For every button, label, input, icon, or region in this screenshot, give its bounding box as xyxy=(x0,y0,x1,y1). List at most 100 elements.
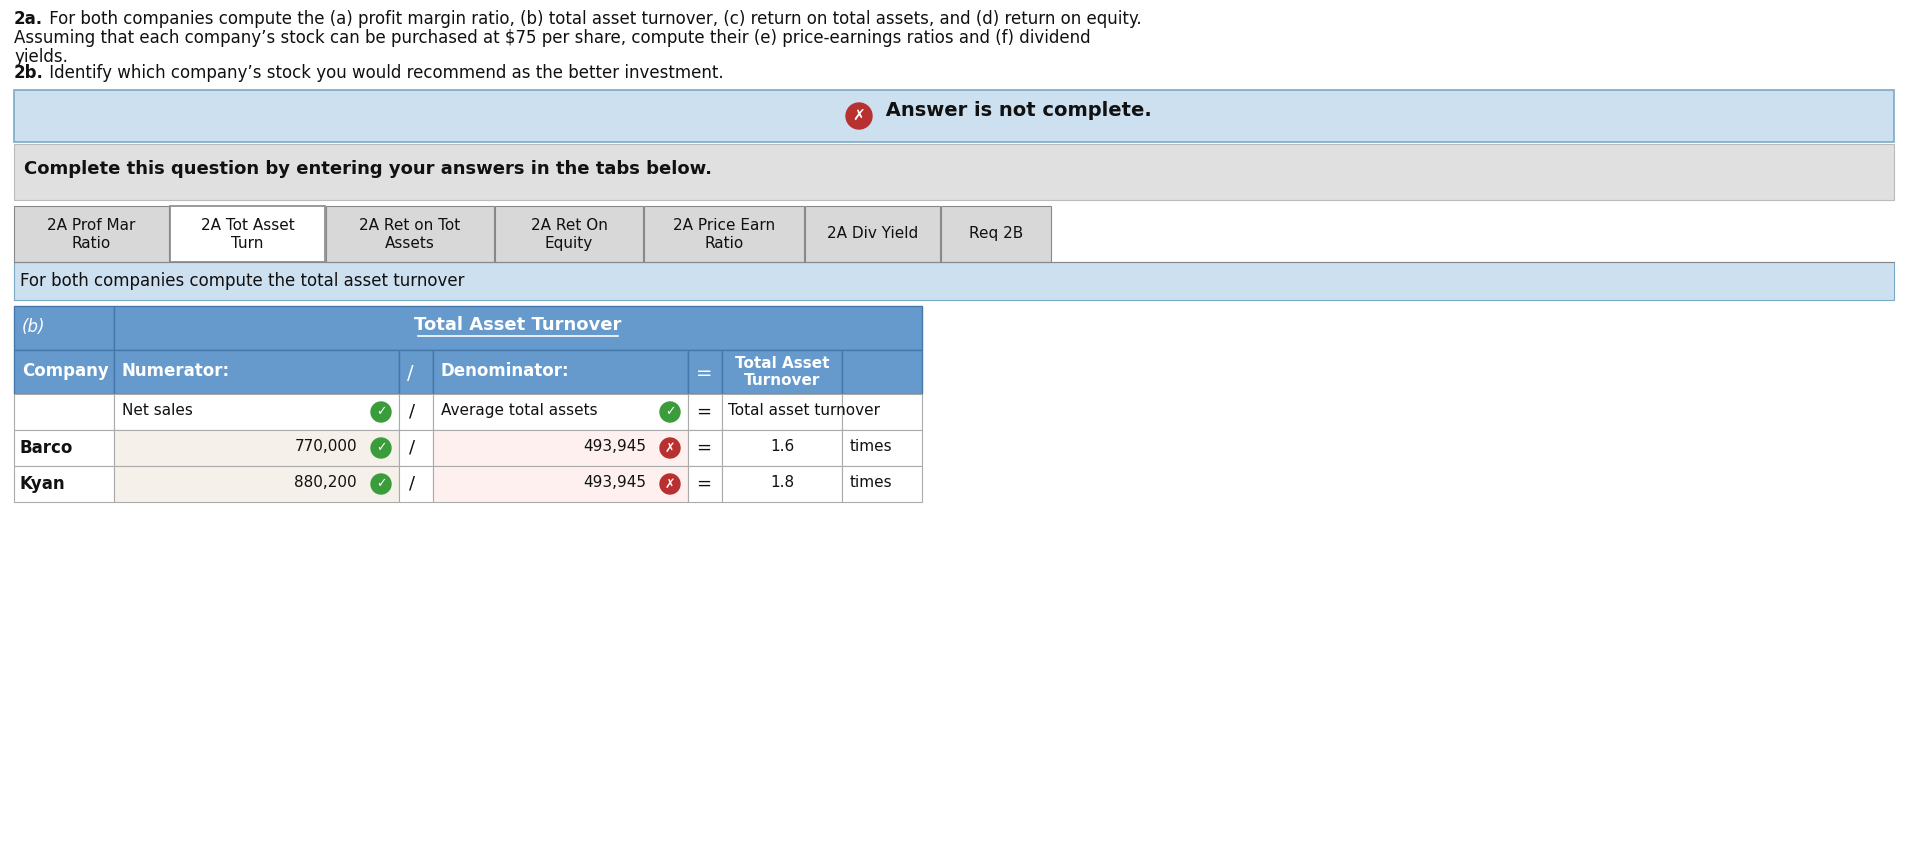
Text: Total Asset Turnover: Total Asset Turnover xyxy=(414,316,622,334)
Text: 1.6: 1.6 xyxy=(769,439,793,454)
Bar xyxy=(114,306,921,350)
Text: ✗: ✗ xyxy=(852,109,866,124)
Text: yields.: yields. xyxy=(13,48,69,66)
Text: Ratio: Ratio xyxy=(704,236,744,251)
Bar xyxy=(114,394,399,430)
Circle shape xyxy=(370,474,391,494)
Bar xyxy=(13,430,114,466)
Text: /: / xyxy=(408,403,416,421)
Text: =: = xyxy=(696,364,711,383)
Text: ✓: ✓ xyxy=(376,477,385,490)
Text: ✓: ✓ xyxy=(376,442,385,455)
Bar xyxy=(433,394,688,430)
Bar xyxy=(721,466,841,502)
Text: ✓: ✓ xyxy=(664,405,675,419)
Bar xyxy=(721,430,841,466)
Circle shape xyxy=(660,474,679,494)
Bar xyxy=(494,206,643,262)
Text: times: times xyxy=(849,475,892,490)
Text: ✗: ✗ xyxy=(664,442,675,455)
Bar xyxy=(841,350,921,394)
Bar xyxy=(688,430,721,466)
Text: 2b.: 2b. xyxy=(13,64,44,82)
Bar xyxy=(805,206,940,262)
Bar xyxy=(645,206,803,262)
Text: Req 2B: Req 2B xyxy=(969,226,1022,241)
Text: 2A Ret on Tot: 2A Ret on Tot xyxy=(359,218,460,233)
Bar xyxy=(688,350,721,394)
Text: =: = xyxy=(696,439,711,457)
Text: Total Asset: Total Asset xyxy=(734,356,830,371)
Text: /: / xyxy=(406,364,414,383)
Bar xyxy=(841,394,921,430)
Bar xyxy=(13,90,1894,142)
Text: Company: Company xyxy=(23,362,109,380)
Circle shape xyxy=(845,103,871,129)
Bar xyxy=(13,206,170,262)
Bar xyxy=(13,144,1894,200)
Text: For both companies compute the (a) profit margin ratio, (b) total asset turnover: For both companies compute the (a) profi… xyxy=(44,10,1140,28)
Bar xyxy=(721,394,841,430)
Text: Complete this question by entering your answers in the tabs below.: Complete this question by entering your … xyxy=(25,160,711,178)
Circle shape xyxy=(370,402,391,422)
Text: Assuming that each company’s stock can be purchased at $75 per share, compute th: Assuming that each company’s stock can b… xyxy=(13,29,1091,47)
Text: (b): (b) xyxy=(23,318,46,336)
Text: Total asset turnover: Total asset turnover xyxy=(728,403,879,418)
Text: 493,945: 493,945 xyxy=(584,475,646,490)
Text: 2A Price Earn: 2A Price Earn xyxy=(673,218,774,233)
Text: Kyan: Kyan xyxy=(19,475,65,493)
Bar xyxy=(114,350,399,394)
Bar xyxy=(433,430,688,466)
Text: Numerator:: Numerator: xyxy=(122,362,231,380)
Bar xyxy=(13,394,114,430)
Bar xyxy=(940,206,1051,262)
Text: 880,200: 880,200 xyxy=(294,475,357,490)
Circle shape xyxy=(370,438,391,458)
Text: 1.8: 1.8 xyxy=(770,475,793,490)
Text: 493,945: 493,945 xyxy=(584,439,646,454)
Text: Answer is not complete.: Answer is not complete. xyxy=(879,101,1152,120)
Text: Net sales: Net sales xyxy=(122,403,193,418)
Text: Equity: Equity xyxy=(545,236,593,251)
Text: ✓: ✓ xyxy=(376,405,385,419)
Bar xyxy=(688,466,721,502)
Text: Identify which company’s stock you would recommend as the better investment.: Identify which company’s stock you would… xyxy=(44,64,723,82)
Text: Assets: Assets xyxy=(385,236,435,251)
Bar xyxy=(13,306,114,350)
Bar xyxy=(841,466,921,502)
Bar xyxy=(433,350,688,394)
Text: ✗: ✗ xyxy=(664,477,675,490)
Text: Average total assets: Average total assets xyxy=(441,403,597,418)
Text: 2A Prof Mar: 2A Prof Mar xyxy=(48,218,135,233)
Text: =: = xyxy=(696,403,711,421)
Text: 2A Div Yield: 2A Div Yield xyxy=(826,226,917,241)
Bar xyxy=(13,350,114,394)
Text: 770,000: 770,000 xyxy=(294,439,357,454)
Bar xyxy=(841,430,921,466)
Bar xyxy=(399,466,433,502)
Text: Turnover: Turnover xyxy=(744,373,820,388)
Bar xyxy=(399,394,433,430)
Text: =: = xyxy=(696,475,711,493)
Text: Ratio: Ratio xyxy=(72,236,111,251)
Text: For both companies compute the total asset turnover: For both companies compute the total ass… xyxy=(19,272,463,290)
Bar xyxy=(399,350,433,394)
Text: Denominator:: Denominator: xyxy=(441,362,570,380)
Bar xyxy=(13,466,114,502)
Bar xyxy=(688,394,721,430)
Text: times: times xyxy=(849,439,892,454)
Text: Turn: Turn xyxy=(231,236,263,251)
Bar xyxy=(326,206,494,262)
Text: 2a.: 2a. xyxy=(13,10,44,28)
Text: 2A Tot Asset: 2A Tot Asset xyxy=(200,218,294,233)
Bar xyxy=(114,466,399,502)
Text: /: / xyxy=(408,475,416,493)
Text: 2A Ret On: 2A Ret On xyxy=(530,218,606,233)
Bar xyxy=(399,430,433,466)
Text: /: / xyxy=(408,439,416,457)
Bar xyxy=(114,430,399,466)
Circle shape xyxy=(660,402,679,422)
Bar xyxy=(170,206,324,262)
Text: Barco: Barco xyxy=(19,439,72,457)
Bar xyxy=(13,262,1894,300)
